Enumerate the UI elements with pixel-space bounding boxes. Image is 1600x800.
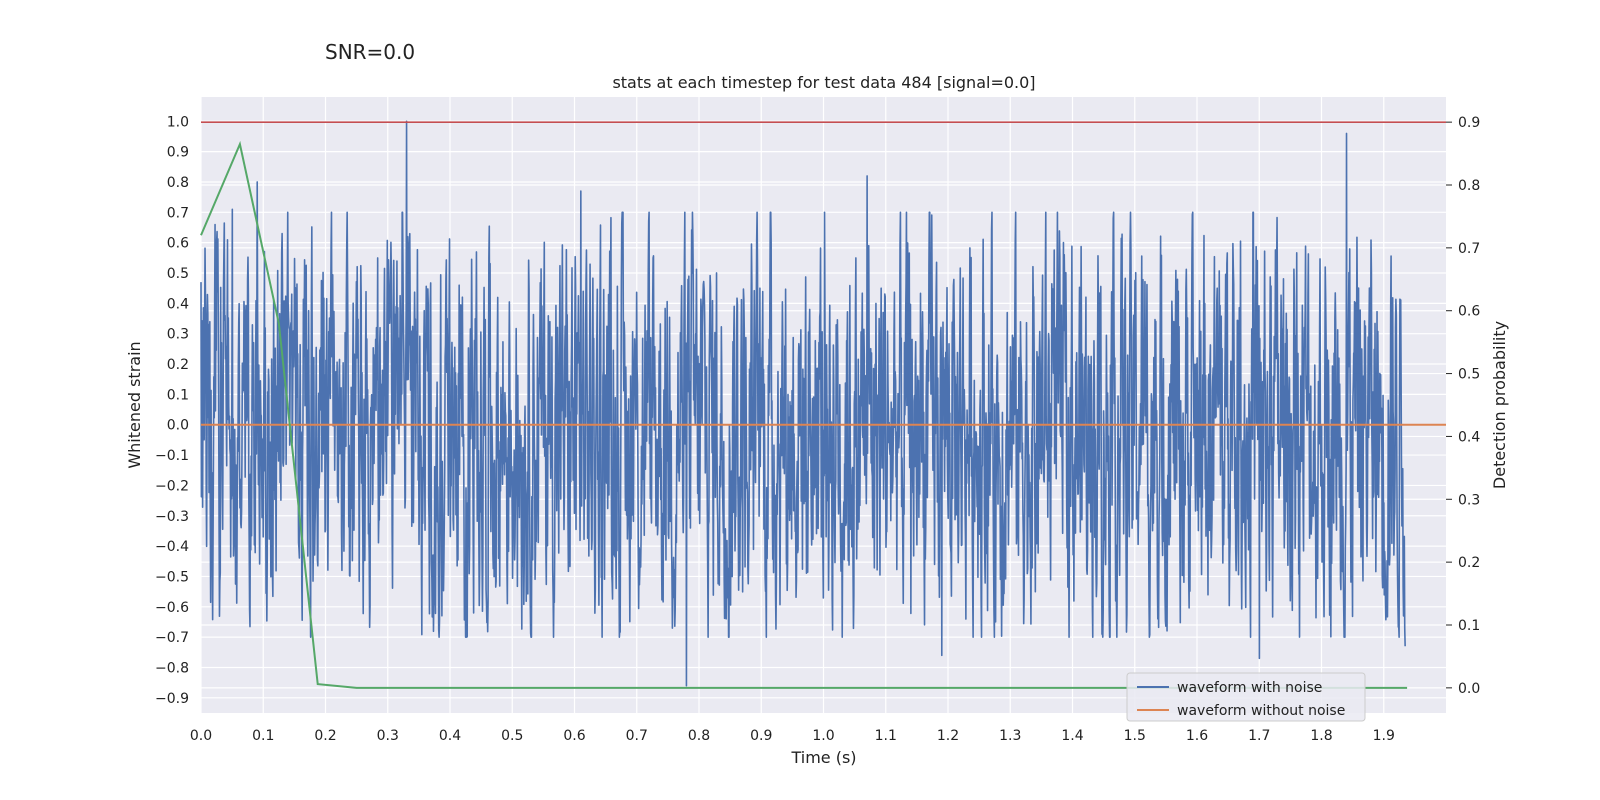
legend-label: waveform with noise (1177, 680, 1322, 696)
x-axis-label: Time (s) (790, 748, 856, 767)
x-tick-label: 0.3 (377, 728, 399, 744)
x-tick-label: 1.2 (937, 728, 959, 744)
x-tick-label: 0.7 (626, 728, 648, 744)
y-right-tick-label: 0.6 (1458, 304, 1480, 320)
x-tick-label: 0.8 (688, 728, 710, 744)
x-tick-label: 0.6 (563, 728, 585, 744)
y-tick-label: −0.8 (155, 660, 189, 676)
y-right-tick-label: 0.3 (1458, 492, 1480, 508)
y-right-tick-label: 0.0 (1458, 681, 1480, 697)
x-tick-label: 1.6 (1186, 728, 1208, 744)
x-tick-label: 1.5 (1124, 728, 1146, 744)
x-tick-label: 1.1 (875, 728, 897, 744)
y-tick-label: −0.3 (155, 509, 189, 525)
legend-box (1126, 672, 1366, 722)
y-right-tick-label: 0.2 (1458, 555, 1480, 571)
legend: waveform with noise waveform without nois… (1126, 672, 1366, 722)
y-axis-label: Whitened strain (125, 341, 144, 468)
y-right-tick-label: 0.5 (1458, 367, 1480, 383)
x-tick-label: 1.8 (1310, 728, 1332, 744)
y-tick-label: 0.1 (167, 387, 189, 403)
x-tick-label: 0.9 (750, 728, 772, 744)
y-right-tick-label: 0.1 (1458, 618, 1480, 634)
x-tick-label: 0.2 (314, 728, 336, 744)
y-tick-label: 0.0 (167, 418, 189, 434)
x-tick-label: 1.3 (999, 728, 1021, 744)
y-tick-label: 0.5 (167, 266, 189, 282)
y-tick-label: 0.2 (167, 357, 189, 373)
y-tick-label: −0.6 (155, 600, 189, 616)
y-right-tick-label: 0.9 (1458, 115, 1480, 131)
y-tick-label: −0.7 (155, 630, 189, 646)
y-tick-label: 1.0 (167, 114, 189, 130)
x-tick-label: 1.0 (812, 728, 834, 744)
legend-label: waveform without noise (1177, 703, 1345, 719)
y-axis-right-label: Detection probability (1490, 321, 1509, 489)
x-tick-label: 1.7 (1248, 728, 1270, 744)
x-tick-label: 0.5 (501, 728, 523, 744)
x-tick-label: 0.1 (252, 728, 274, 744)
series-detection-probability (200, 140, 1408, 689)
y-right-tick-label: 0.7 (1458, 241, 1480, 257)
y-tick-label: 0.9 (167, 145, 189, 161)
y-tick-label: −0.2 (155, 478, 189, 494)
y-tick-label: −0.1 (155, 448, 189, 464)
y-tick-label: 0.8 (167, 175, 189, 191)
series-layer (200, 120, 1446, 689)
x-tick-label: 0.0 (190, 728, 212, 744)
axes-layer: 0.0 0.1 0.2 0.3 0.4 0.5 0.6 0.7 0.8 0.9 1.0 1.1 1.2 1… (155, 114, 1480, 744)
x-tick-label: 1.9 (1373, 728, 1395, 744)
y-tick-label: 0.6 (167, 236, 189, 252)
y-tick-label: −0.4 (155, 539, 189, 555)
chart-title: stats at each timestep for test data 484… (612, 73, 1035, 92)
series-waveform-with-noise (200, 120, 1406, 687)
y-right-tick-label: 0.8 (1458, 178, 1480, 194)
y-tick-label: 0.7 (167, 205, 189, 221)
x-tick-label: 0.4 (439, 728, 461, 744)
x-tick-label: 1.4 (1061, 728, 1083, 744)
y-right-tick-label: 0.4 (1458, 429, 1480, 445)
figure-suptitle: SNR=0.0 (325, 40, 416, 64)
y-tick-label: −0.5 (155, 569, 189, 585)
y-tick-label: 0.3 (167, 327, 189, 343)
y-tick-label: −0.9 (155, 691, 189, 707)
y-tick-label: 0.4 (167, 296, 189, 312)
